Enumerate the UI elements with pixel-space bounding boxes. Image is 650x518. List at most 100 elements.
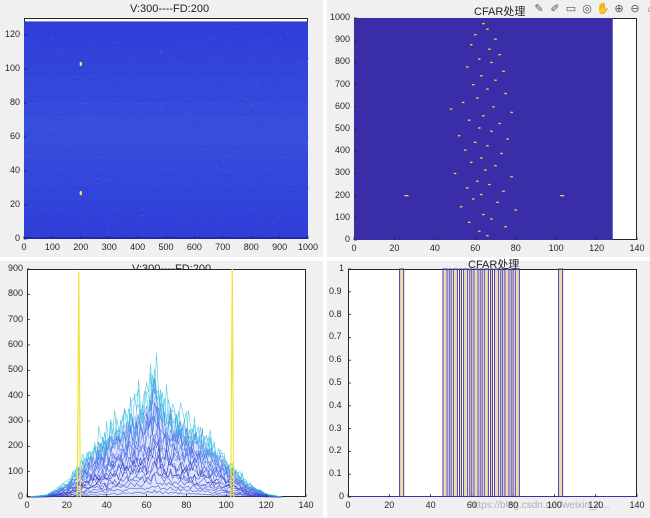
cfar-pulse-fill bbox=[515, 269, 520, 497]
cfar-detection bbox=[560, 195, 565, 197]
home-icon[interactable]: ⌂ bbox=[644, 2, 650, 16]
heatmap-noise bbox=[75, 77, 77, 79]
heatmap-noise bbox=[191, 41, 193, 43]
heatmap-noise bbox=[63, 206, 65, 208]
x-tick-label: 100 bbox=[548, 243, 564, 253]
y-tick-label: 700 bbox=[8, 313, 24, 324]
cfar-detection bbox=[482, 213, 485, 216]
heatmap-noise bbox=[232, 58, 235, 60]
cfar-pulse-fill bbox=[480, 269, 483, 497]
datatip-icon[interactable]: ▭ bbox=[565, 3, 577, 15]
heatmap-noise bbox=[256, 88, 258, 90]
mesh-series-line bbox=[26, 363, 283, 498]
heatmap-noise bbox=[203, 128, 205, 130]
heatmap-noise bbox=[48, 33, 50, 35]
brush-icon[interactable]: ✎ bbox=[534, 3, 544, 15]
cfar-detection bbox=[478, 127, 481, 129]
heatmap-noise bbox=[29, 150, 31, 152]
heatmap-noise bbox=[109, 183, 111, 185]
cfar-detection bbox=[457, 135, 461, 137]
heatmap-noise bbox=[60, 186, 62, 188]
heatmap-noise bbox=[259, 214, 262, 216]
heatmap-noise bbox=[65, 144, 67, 146]
y-tick-label: 0.8 bbox=[329, 308, 342, 319]
cfar-pulse bbox=[448, 268, 452, 497]
heatmap-noise bbox=[286, 33, 288, 35]
zoom-in-icon[interactable]: ⊕ bbox=[614, 3, 624, 15]
y-tick-label: 400 bbox=[8, 389, 24, 400]
heatmap-noise bbox=[89, 45, 91, 47]
heatmap-noise bbox=[189, 78, 191, 80]
heatmap-noise bbox=[158, 67, 160, 69]
heatmap-noise bbox=[225, 70, 227, 72]
heatmap-noise bbox=[92, 91, 94, 93]
heatmap-noise bbox=[41, 70, 44, 72]
heatmap-noise bbox=[31, 91, 33, 93]
heatmap-noise bbox=[25, 133, 27, 135]
heatmap-noise bbox=[291, 137, 293, 139]
heatmap-noise bbox=[58, 48, 60, 50]
y-tick-label: 400 bbox=[335, 145, 351, 156]
y-tick-label: 500 bbox=[8, 364, 24, 375]
heatmap-noise bbox=[245, 118, 247, 120]
heatmap-noise bbox=[121, 204, 123, 206]
heatmap-noise bbox=[224, 111, 227, 113]
heatmap-noise bbox=[107, 229, 109, 231]
heatmap-noise bbox=[161, 21, 164, 23]
heatmap-noise bbox=[199, 107, 201, 109]
heatmap-noise bbox=[248, 85, 250, 87]
heatmap-noise bbox=[64, 92, 66, 94]
heatmap-noise bbox=[104, 83, 106, 85]
heatmap-noise bbox=[34, 180, 36, 182]
heatmap-band bbox=[24, 130, 308, 145]
heatmap-noise bbox=[58, 116, 60, 118]
heatmap-noise bbox=[256, 98, 259, 100]
heatmap-noise bbox=[151, 84, 153, 86]
heatmap-noise bbox=[300, 62, 302, 64]
heatmap-noise bbox=[235, 228, 237, 230]
heatmap-noise bbox=[203, 219, 205, 221]
cfar-detection bbox=[478, 230, 481, 232]
heatmap-noise bbox=[56, 76, 58, 78]
heatmap-noise bbox=[48, 206, 50, 208]
heatmap-noise bbox=[176, 212, 179, 214]
heatmap-noise bbox=[82, 149, 84, 151]
zoom-out-icon[interactable]: ⊖ bbox=[630, 3, 640, 15]
heatmap-noise bbox=[119, 23, 121, 25]
heatmap-noise bbox=[138, 108, 140, 110]
heatmap-noise bbox=[27, 21, 29, 23]
heatmap-noise bbox=[178, 217, 180, 219]
heatmap-noise bbox=[59, 199, 61, 201]
y-tick-label: 500 bbox=[335, 123, 351, 133]
mesh-series-line bbox=[27, 489, 283, 498]
heatmap-noise bbox=[274, 23, 276, 25]
heatmap-noise bbox=[196, 35, 199, 37]
y-tick-label: 40 bbox=[10, 165, 21, 175]
heatmap-noise bbox=[298, 181, 301, 183]
heatmap-noise bbox=[154, 36, 156, 38]
heatmap-noise bbox=[241, 24, 243, 26]
heatmap-noise bbox=[37, 167, 39, 169]
heatmap-noise bbox=[297, 43, 299, 45]
cfar-detection bbox=[474, 34, 477, 36]
y-tick-label: 200 bbox=[8, 440, 24, 451]
heatmap-noise bbox=[38, 152, 40, 154]
heatmap-noise bbox=[219, 139, 221, 141]
pen-icon[interactable]: ✐ bbox=[550, 3, 560, 15]
heatmap-noise bbox=[222, 223, 224, 225]
pan-icon[interactable]: ✋ bbox=[596, 3, 610, 15]
heatmap-noise bbox=[183, 59, 185, 61]
heatmap-noise bbox=[260, 125, 263, 127]
heatmap-noise bbox=[93, 120, 95, 122]
heatmap-noise bbox=[284, 231, 286, 233]
heatmap-noise bbox=[297, 127, 299, 129]
heatmap-noise bbox=[111, 194, 113, 196]
heatmap-noise bbox=[30, 162, 32, 164]
cfar-detection bbox=[490, 130, 493, 132]
heatmap-noise bbox=[288, 93, 290, 95]
heatmap-noise bbox=[63, 28, 65, 30]
cfar-detection bbox=[498, 122, 501, 125]
cfar-detection bbox=[486, 28, 489, 30]
heatmap-noise bbox=[235, 29, 237, 31]
rotate-icon[interactable]: ◎ bbox=[582, 3, 592, 15]
